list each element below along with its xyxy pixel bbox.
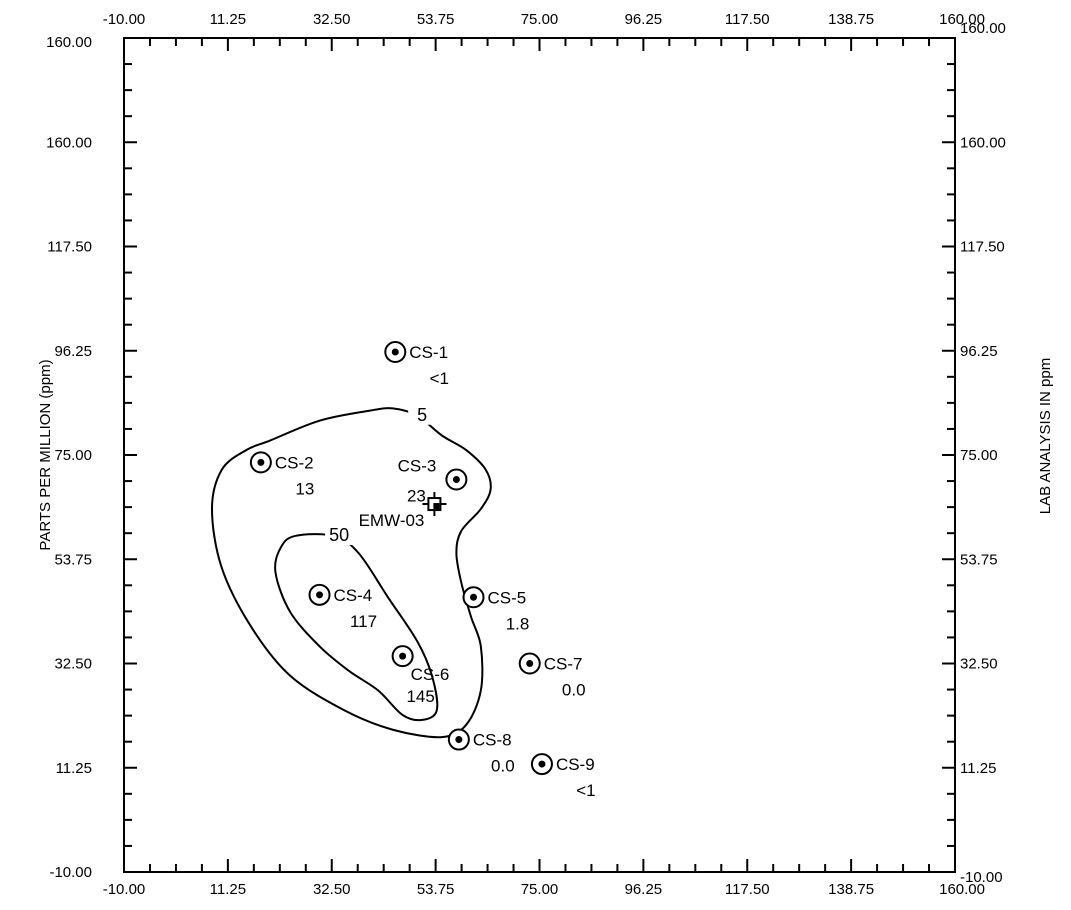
sample-point-value: <1: [576, 781, 595, 800]
y-tick-label-right: 32.50: [960, 656, 998, 673]
sample-point-dot: [316, 591, 324, 599]
sample-point-value: <1: [430, 369, 449, 388]
x-tick-label-bottom: 96.25: [625, 881, 663, 898]
x-tick-label-top: 53.75: [417, 11, 455, 28]
sample-point-label: CS-6: [411, 665, 450, 684]
y-axis-title-left: PARTS PER MILLION (ppm): [37, 359, 54, 550]
sample-point-label: CS-7: [544, 655, 583, 674]
y-tick-label-left: 32.50: [54, 656, 92, 673]
y-tick-label-left: -10.00: [49, 864, 92, 881]
y-tick-label-right: -10.00: [960, 869, 1003, 886]
y-tick-label-left: 75.00: [54, 447, 92, 464]
y-tick-label-right: 75.00: [960, 447, 998, 464]
x-tick-label-bottom: 138.75: [828, 881, 874, 898]
sample-point-value: 1.8: [506, 614, 530, 633]
y-tick-label-left: 11.25: [56, 760, 92, 777]
y-tick-label-right: 11.25: [960, 760, 996, 777]
y-tick-label-left: 160.00: [46, 134, 92, 151]
y-tick-label-right: 160.00: [960, 20, 1006, 37]
x-tick-label-bottom: -10.00: [103, 881, 146, 898]
y-axis-title-right: LAB ANALYSIS IN ppm: [1037, 358, 1054, 514]
x-tick-label-bottom: 75.00: [521, 881, 559, 898]
x-tick-label-bottom: 160.00: [939, 881, 985, 898]
y-tick-label-left: 96.25: [54, 343, 92, 360]
x-tick-label-top: 138.75: [828, 11, 874, 28]
sample-point-value: 117: [350, 612, 377, 631]
x-tick-label-bottom: 117.50: [725, 881, 770, 898]
sample-point-dot: [538, 760, 546, 768]
sample-point-label: CS-2: [275, 453, 314, 472]
sample-point-label: CS-9: [556, 755, 595, 774]
sample-point-label: CS-3: [398, 457, 437, 476]
monitoring-well: EMW-03: [359, 492, 447, 530]
contour-label: 5: [417, 405, 427, 425]
sample-point-value: 0.0: [562, 681, 586, 700]
x-tick-label-top: 75.00: [521, 11, 559, 28]
sample-point-dot: [399, 652, 407, 660]
sample-point-value: 145: [406, 687, 434, 706]
well-marker-fill: [433, 503, 440, 510]
x-tick-label-top: -10.00: [103, 11, 146, 28]
well-label: EMW-03: [359, 511, 425, 530]
sample-point-label: CS-5: [488, 588, 527, 607]
x-tick-label-top: 11.25: [210, 11, 246, 28]
x-tick-label-top: 117.50: [725, 11, 770, 28]
sample-point-value: 23: [407, 487, 426, 506]
sample-point-label: CS-4: [334, 586, 373, 605]
sample-point-dot: [470, 593, 478, 601]
y-tick-label-right: 160.00: [960, 134, 1006, 151]
x-tick-label-bottom: 53.75: [417, 881, 455, 898]
y-tick-label-right: 53.75: [960, 551, 998, 568]
x-tick-label-bottom: 32.50: [313, 881, 351, 898]
contour-lines: 5 50: [210, 402, 492, 739]
sampling-points: CS-1 <1 CS-2 13 CS-3 23 CS-4 117 CS-5 1.8 CS-6 145 C…: [249, 340, 596, 800]
y-tick-label-left: 117.50: [47, 239, 92, 256]
sample-point-dot: [526, 660, 534, 667]
sample-point-dot: [455, 736, 463, 744]
contour-line: [274, 533, 439, 722]
sample-point-dot: [257, 458, 265, 466]
y-tick-label-right: 96.25: [960, 343, 998, 360]
x-tick-label-bottom: 11.25: [210, 881, 246, 898]
x-tick-label-top: 160.00: [939, 11, 985, 28]
sample-point-label: CS-1: [409, 343, 448, 362]
axis-ticks: -10.00 -10.00 11.25 11.25 32.50 32.50 53.75 53.…: [46, 11, 1006, 898]
x-tick-label-top: 32.50: [313, 11, 351, 28]
y-tick-label-right: 117.50: [960, 239, 1005, 256]
sample-point-dot: [452, 476, 460, 484]
sample-point-label: CS-8: [473, 731, 512, 750]
contour-label-bg: [325, 522, 354, 545]
y-tick-label-left: 53.75: [54, 551, 92, 568]
x-tick-label-top: 96.25: [625, 11, 663, 28]
sample-point-value: 13: [295, 479, 314, 498]
plot-frame: [123, 37, 956, 873]
contour-label-bg: [408, 402, 437, 425]
y-tick-label-left: 160.00: [46, 34, 92, 51]
contour-label: 50: [329, 525, 349, 545]
sample-point-value: 0.0: [491, 757, 515, 776]
sample-point-dot: [391, 348, 399, 356]
